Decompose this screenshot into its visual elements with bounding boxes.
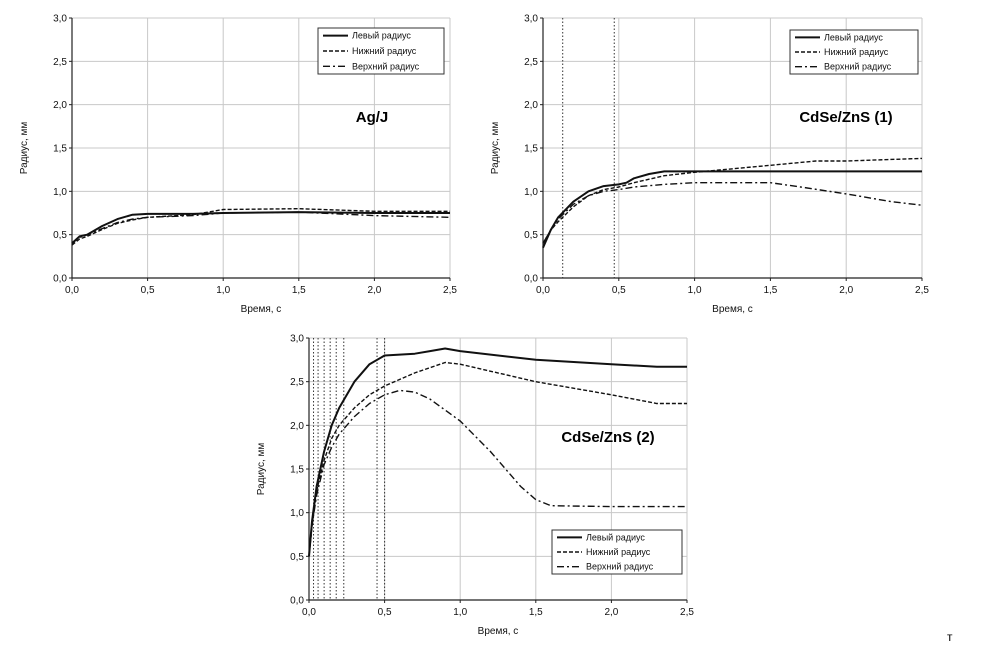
y-tick-label: 0,0 — [53, 274, 67, 285]
x-tick-label: 0,0 — [536, 285, 550, 296]
y-tick-label: 2,0 — [290, 421, 304, 432]
y-tick-label: 2,5 — [290, 377, 304, 388]
y-tick-label: 0,5 — [53, 230, 67, 241]
chart-panel-2: 0,0 0,5 1,0 1,5 2,0 2,5 3,0 0,0 0,5 1,0 1,5 2,0 2,5 В… — [490, 14, 929, 316]
y-tick-label: 0,5 — [524, 230, 538, 241]
y-axis-label: Радиус, мм — [490, 122, 501, 175]
y-tick-label: 0,5 — [290, 552, 304, 563]
legend: Левый радиус Нижний радиус Верхний радиус — [317, 27, 445, 75]
x-tick-label: 1,5 — [763, 285, 777, 296]
y-tick-label: 2,0 — [53, 100, 67, 111]
series-line-2 — [71, 207, 450, 246]
x-tick-label: 1,0 — [216, 285, 230, 296]
y-tick-label: 1,5 — [53, 144, 67, 155]
y-tick-label: 0,0 — [290, 596, 304, 607]
x-tick-label: 0,5 — [378, 607, 392, 618]
y-tick-label: 3,0 — [290, 334, 304, 345]
series-line-3 — [71, 211, 451, 244]
y-tick-label: 1,0 — [53, 187, 67, 198]
x-tick-label: 2,0 — [367, 285, 381, 296]
series-line-3 — [308, 389, 687, 557]
x-tick-label: 1,0 — [688, 285, 702, 296]
x-tick-label: 1,5 — [292, 285, 306, 296]
legend-label: Левый радиус — [824, 32, 883, 42]
x-tick-label: 2,0 — [839, 285, 853, 296]
x-tick-label: 1,5 — [529, 607, 543, 618]
series-line-2 — [542, 157, 923, 244]
series-line-1 — [71, 211, 450, 245]
y-tick-label: 1,5 — [290, 465, 304, 476]
series-line-3 — [542, 181, 923, 244]
legend-label: Верхний радиус — [586, 562, 654, 572]
legend-label: Левый радиус — [586, 532, 645, 542]
y-tick-label: 2,0 — [524, 100, 538, 111]
x-tick-label: 2,5 — [915, 285, 929, 296]
x-tick-label: 1,0 — [453, 607, 467, 618]
series-line-2 — [308, 361, 687, 557]
series-line-1 — [542, 170, 922, 249]
y-tick-label: 2,5 — [524, 57, 538, 68]
y-tick-label: 3,0 — [53, 14, 67, 25]
y-tick-label: 2,5 — [53, 57, 67, 68]
legend-label: Нижний радиус — [824, 47, 889, 57]
x-tick-label: 2,5 — [443, 285, 457, 296]
legend-label: Нижний радиус — [352, 46, 417, 56]
chart-panel-1: 0,0 0,5 1,0 1,5 2,0 2,5 3,0 0,0 0,5 1,0 1,5 2,0 2,5 В… — [19, 14, 457, 316]
chart-title: CdSe/ZnS (1) — [799, 109, 892, 126]
y-tick-label: 3,0 — [524, 14, 538, 25]
x-tick-label: 0,5 — [612, 285, 626, 296]
chart-title: Ag/J — [356, 109, 389, 126]
chart-panel-3: 0,0 0,5 1,0 1,5 2,0 2,5 3,0 0,0 0,5 1,0 1,5 2,0 2,5 В… — [256, 334, 694, 638]
x-tick-label: 2,0 — [604, 607, 618, 618]
x-tick-label: 0,0 — [302, 607, 316, 618]
legend: Левый радиус Нижний радиус Верхний радиус — [789, 29, 919, 75]
x-tick-label: 2,5 — [680, 607, 694, 618]
legend-label: Верхний радиус — [824, 62, 892, 72]
legend-label: Верхний радиус — [352, 61, 420, 71]
x-axis-label: Время, с — [241, 304, 282, 315]
x-axis-label: Время, с — [478, 626, 519, 637]
x-tick-label: 0,5 — [141, 285, 155, 296]
y-axis-label: Радиус, мм — [19, 122, 30, 175]
legend-label: Левый радиус — [352, 31, 411, 41]
x-axis-label: Время, с — [712, 304, 753, 315]
x-tick-label: 0,0 — [65, 285, 79, 296]
y-tick-label: 1,0 — [524, 187, 538, 198]
corner-mark: т — [947, 630, 953, 644]
legend: Левый радиус Нижний радиус Верхний радиус — [551, 529, 683, 575]
y-tick-label: 0,0 — [524, 274, 538, 285]
series-line-1 — [308, 347, 687, 557]
chart-title: CdSe/ZnS (2) — [561, 429, 654, 446]
y-tick-label: 1,0 — [290, 508, 304, 519]
y-axis-label: Радиус, мм — [256, 443, 267, 496]
legend-label: Нижний радиус — [586, 547, 651, 557]
y-tick-label: 1,5 — [524, 144, 538, 155]
